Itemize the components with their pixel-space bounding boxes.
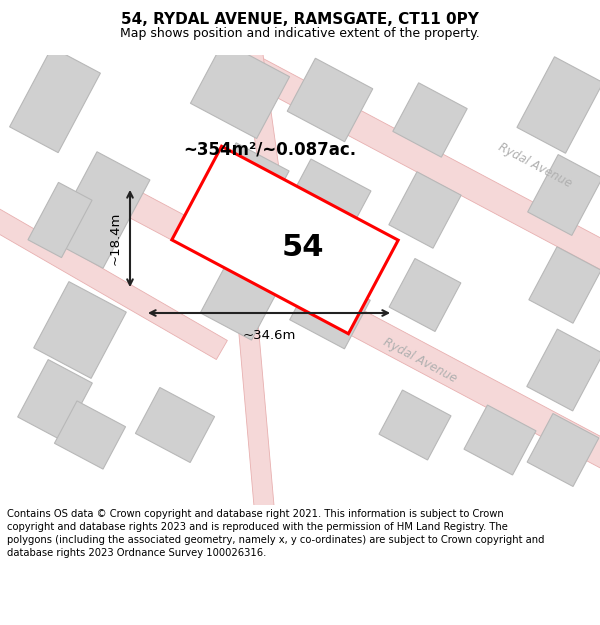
Polygon shape bbox=[126, 191, 600, 479]
Polygon shape bbox=[201, 142, 289, 238]
Polygon shape bbox=[517, 57, 600, 153]
Polygon shape bbox=[287, 58, 373, 142]
Text: Map shows position and indicative extent of the property.: Map shows position and indicative extent… bbox=[120, 27, 480, 39]
Polygon shape bbox=[527, 329, 600, 411]
Polygon shape bbox=[389, 259, 461, 331]
Polygon shape bbox=[290, 271, 370, 349]
Polygon shape bbox=[529, 247, 600, 323]
Text: ~34.6m: ~34.6m bbox=[242, 329, 296, 342]
Polygon shape bbox=[10, 48, 100, 152]
Polygon shape bbox=[172, 146, 398, 334]
Text: Rydal Avenue: Rydal Avenue bbox=[496, 140, 574, 190]
Polygon shape bbox=[55, 401, 125, 469]
Polygon shape bbox=[233, 270, 287, 625]
Polygon shape bbox=[50, 152, 150, 268]
Text: ~354m²/~0.087ac.: ~354m²/~0.087ac. bbox=[184, 141, 356, 159]
Polygon shape bbox=[200, 260, 280, 340]
Polygon shape bbox=[17, 359, 92, 441]
Polygon shape bbox=[136, 388, 215, 462]
Polygon shape bbox=[0, 131, 227, 359]
Text: 54, RYDAL AVENUE, RAMSGATE, CT11 0PY: 54, RYDAL AVENUE, RAMSGATE, CT11 0PY bbox=[121, 12, 479, 27]
Polygon shape bbox=[226, 0, 294, 280]
Text: Contains OS data © Crown copyright and database right 2021. This information is : Contains OS data © Crown copyright and d… bbox=[7, 509, 545, 558]
Polygon shape bbox=[190, 41, 290, 139]
Text: 54: 54 bbox=[282, 234, 324, 262]
Polygon shape bbox=[227, 46, 600, 344]
Polygon shape bbox=[28, 182, 92, 258]
Polygon shape bbox=[34, 282, 127, 378]
Polygon shape bbox=[279, 159, 371, 251]
Polygon shape bbox=[379, 390, 451, 460]
Polygon shape bbox=[389, 172, 461, 248]
Polygon shape bbox=[464, 405, 536, 475]
Polygon shape bbox=[527, 154, 600, 236]
Text: Rydal Avenue: Rydal Avenue bbox=[381, 335, 459, 385]
Polygon shape bbox=[527, 414, 599, 486]
Polygon shape bbox=[393, 82, 467, 158]
Text: ~18.4m: ~18.4m bbox=[109, 212, 122, 265]
